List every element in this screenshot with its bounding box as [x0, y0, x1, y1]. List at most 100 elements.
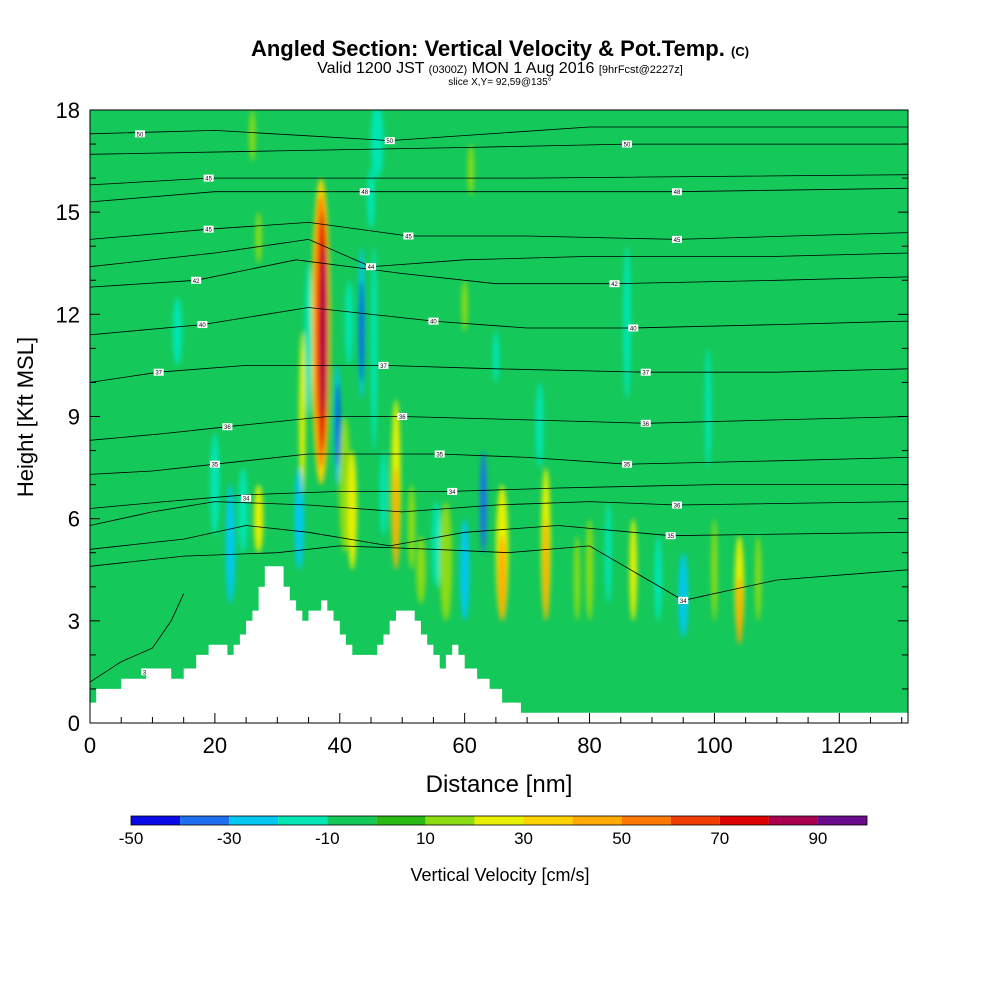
colorbar-swatch	[180, 816, 230, 825]
isentrope-label-bg	[671, 188, 682, 196]
isentrope-label-bg	[359, 188, 370, 196]
velocity-cell	[255, 212, 262, 264]
isentrope-label: 37	[155, 371, 162, 377]
isentrope-label-bg	[378, 361, 389, 369]
colorbar-tick-label: -50	[119, 829, 144, 848]
colorbar-swatch	[817, 816, 867, 825]
isentrope-label: 42	[193, 279, 200, 285]
velocity-cell	[172, 297, 183, 366]
subtitle-valid: Valid 1200 JST	[317, 60, 425, 77]
chart-title-suffix: (C)	[731, 44, 750, 59]
velocity-cell	[392, 467, 400, 570]
isentrope-label: 37	[380, 364, 387, 370]
isentrope-line	[90, 143, 908, 155]
velocity-cell	[431, 501, 442, 587]
isentrope-label: 35	[436, 452, 443, 458]
x-axis-label: Distance [nm]	[426, 771, 573, 798]
x-tick-label: 100	[696, 733, 733, 758]
isentrope-label-bg	[665, 532, 676, 540]
velocity-cell	[345, 280, 354, 366]
colorbar-swatch	[670, 816, 720, 825]
isentrope-label: 36	[399, 415, 406, 421]
isentrope-label: 36	[224, 425, 231, 431]
chart-title-text: Angled Section: Vertical Velocity & Pot.…	[250, 36, 725, 61]
colorbar-swatch	[719, 816, 769, 825]
colorbar-swatch	[425, 816, 475, 825]
x-tick-label: 120	[821, 733, 858, 758]
slice-label: slice X,Y= 92,59@135°	[448, 77, 552, 88]
velocity-cell	[705, 348, 712, 468]
velocity-cell	[249, 110, 256, 162]
isentrope-label: 48	[361, 190, 368, 196]
isentrope-line	[90, 593, 185, 683]
velocity-cell	[467, 144, 475, 196]
velocity-cell	[585, 518, 594, 621]
colorbar-tick-label: 10	[416, 829, 435, 848]
isentrope-label: 37	[642, 371, 649, 377]
isentrope-label: 48	[674, 190, 681, 196]
isentrope-line	[90, 307, 908, 336]
velocity-cell	[238, 467, 248, 553]
colorbar-swatch	[327, 816, 377, 825]
colorbar-swatch	[523, 816, 573, 825]
y-tick-label: 3	[68, 609, 80, 634]
y-tick-label: 6	[68, 507, 80, 532]
colorbar-frame	[130, 815, 868, 826]
isentrope-label: 45	[205, 177, 212, 183]
isentrope-label-bg	[609, 280, 620, 288]
isentrope-label: 45	[674, 238, 681, 244]
y-tick-label: 12	[56, 302, 80, 327]
velocity-cell	[347, 450, 357, 570]
isentrope-label-bg	[191, 276, 202, 284]
velocity-cell	[736, 576, 743, 645]
velocity-cell	[439, 501, 453, 621]
isentrope-label: 45	[205, 228, 212, 234]
isentrope-label-bg	[428, 317, 439, 325]
isentrope-label-bg	[434, 450, 445, 458]
velocity-cell	[459, 518, 470, 621]
velocity-cell	[623, 246, 631, 400]
y-axis-label: Height [Kft MSL]	[13, 337, 38, 497]
isentrope-line	[90, 174, 908, 186]
velocity-cell	[492, 331, 499, 383]
colorbar-swatch	[572, 816, 622, 825]
colorbar-swatch	[278, 816, 328, 825]
isentrope-label: 34	[680, 599, 687, 605]
isentrope-label: 34	[449, 490, 456, 496]
colorbar-swatch	[621, 816, 671, 825]
colorbar-tick-label: 30	[514, 829, 533, 848]
isentrope-line	[90, 259, 908, 288]
velocity-cell	[304, 263, 313, 417]
velocity-cell	[253, 484, 264, 553]
velocity-cell	[755, 535, 762, 621]
velocity-cell	[711, 518, 718, 621]
y-tick-label: 9	[68, 405, 80, 430]
subtitle-forecast: [9hrFcst@2227z]	[598, 64, 683, 76]
isentrope-label: 35	[667, 534, 674, 540]
isentrope-label-bg	[141, 668, 152, 676]
velocity-cell	[573, 535, 581, 621]
isentrope-label-bg	[628, 324, 639, 332]
isentrope-label-bg	[203, 174, 214, 182]
velocity-cell	[225, 484, 236, 604]
velocity-cell	[461, 280, 468, 332]
velocity-cell	[498, 535, 506, 621]
colorbar-tick-label: -30	[217, 829, 242, 848]
isentrope-label-bg	[640, 419, 651, 427]
isentrope-label-bg	[197, 321, 208, 329]
isentrope-label-bg	[222, 423, 233, 431]
colorbar-swatch	[229, 816, 279, 825]
x-tick-label: 80	[577, 733, 601, 758]
colorbar-swatch	[131, 816, 181, 825]
isentrope-label-bg	[403, 232, 414, 240]
y-tick-label: 0	[68, 711, 80, 736]
isentrope-label-bg	[134, 130, 145, 138]
isentrope-label-bg	[622, 460, 633, 468]
x-tick-label: 0	[84, 733, 96, 758]
isentrope-label: 35	[212, 463, 219, 469]
isentrope-line	[90, 187, 908, 203]
velocity-cell	[321, 246, 328, 417]
velocity-cell	[379, 450, 388, 536]
colorbar-tick-label: 50	[612, 829, 631, 848]
